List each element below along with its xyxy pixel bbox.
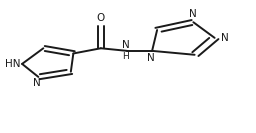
Text: N: N	[221, 33, 229, 43]
Text: HN: HN	[5, 59, 20, 69]
Text: N: N	[122, 40, 130, 50]
Text: N: N	[189, 9, 197, 19]
Text: H: H	[122, 52, 129, 61]
Text: N: N	[147, 53, 155, 63]
Text: O: O	[97, 13, 105, 23]
Text: N: N	[33, 78, 41, 88]
